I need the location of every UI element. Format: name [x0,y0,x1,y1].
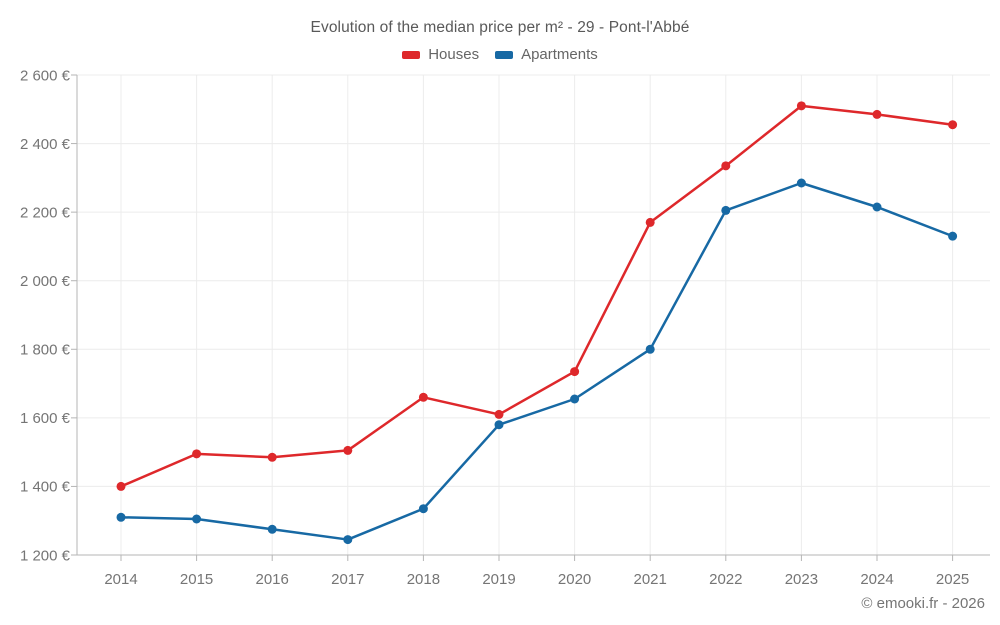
data-point-houses-2025[interactable] [948,120,958,130]
y-axis-label: 2 200 € [20,204,71,221]
data-point-apartments-2020[interactable] [570,394,580,404]
x-axis-label: 2023 [785,571,818,588]
legend-item-houses[interactable]: Houses [402,46,479,63]
data-point-apartments-2025[interactable] [948,231,958,241]
data-point-houses-2015[interactable] [192,449,202,459]
data-point-houses-2022[interactable] [721,161,731,171]
data-point-houses-2014[interactable] [116,481,126,491]
data-point-apartments-2014[interactable] [116,512,126,522]
x-axis-label: 2021 [634,571,667,588]
data-point-houses-2019[interactable] [494,409,504,419]
data-point-houses-2017[interactable] [343,445,353,455]
data-point-houses-2024[interactable] [872,109,882,119]
data-point-apartments-2024[interactable] [872,202,882,212]
y-axis-label: 2 600 € [20,67,71,84]
x-axis-label: 2019 [482,571,515,588]
x-axis-label: 2016 [256,571,289,588]
legend-item-apartments[interactable]: Apartments [495,46,598,63]
data-point-apartments-2015[interactable] [192,514,202,524]
data-point-apartments-2016[interactable] [267,524,277,534]
data-point-apartments-2019[interactable] [494,420,504,430]
x-axis-label: 2014 [104,571,137,588]
data-point-houses-2016[interactable] [267,452,277,462]
x-axis-label: 2017 [331,571,364,588]
data-point-houses-2021[interactable] [645,217,655,227]
y-axis-label: 1 600 € [20,410,71,427]
data-point-apartments-2023[interactable] [796,178,806,188]
houses-legend-label: Houses [428,46,480,63]
apartments-legend-swatch-icon [495,50,514,59]
data-point-houses-2020[interactable] [570,367,580,377]
data-point-apartments-2022[interactable] [721,205,731,215]
y-axis-label: 1 400 € [20,479,71,496]
x-axis-label: 2020 [558,571,591,588]
apartments-legend-label: Apartments [521,46,598,63]
houses-legend-swatch-icon [402,50,421,59]
x-axis-label: 2022 [709,571,742,588]
x-axis-label: 2015 [180,571,213,588]
chart-title: Evolution of the median price per m² - 2… [310,19,690,36]
y-axis-label: 1 200 € [20,547,71,564]
x-axis-label: 2025 [936,571,969,588]
data-point-apartments-2018[interactable] [418,504,428,514]
y-axis-label: 1 800 € [20,342,71,359]
x-axis-label: 2018 [407,571,440,588]
chart-legend: Houses Apartments [0,46,1000,63]
y-axis-label: 2 400 € [20,136,71,153]
data-point-houses-2018[interactable] [418,392,428,402]
x-axis-label: 2024 [860,571,893,588]
copyright-credit: © emooki.fr - 2026 [861,595,985,612]
data-point-apartments-2017[interactable] [343,535,353,545]
series-line-apartments [119,181,954,541]
y-axis-label: 2 000 € [20,273,71,290]
data-point-houses-2023[interactable] [796,101,806,111]
data-point-apartments-2021[interactable] [645,344,655,354]
series-line-houses [119,104,954,488]
